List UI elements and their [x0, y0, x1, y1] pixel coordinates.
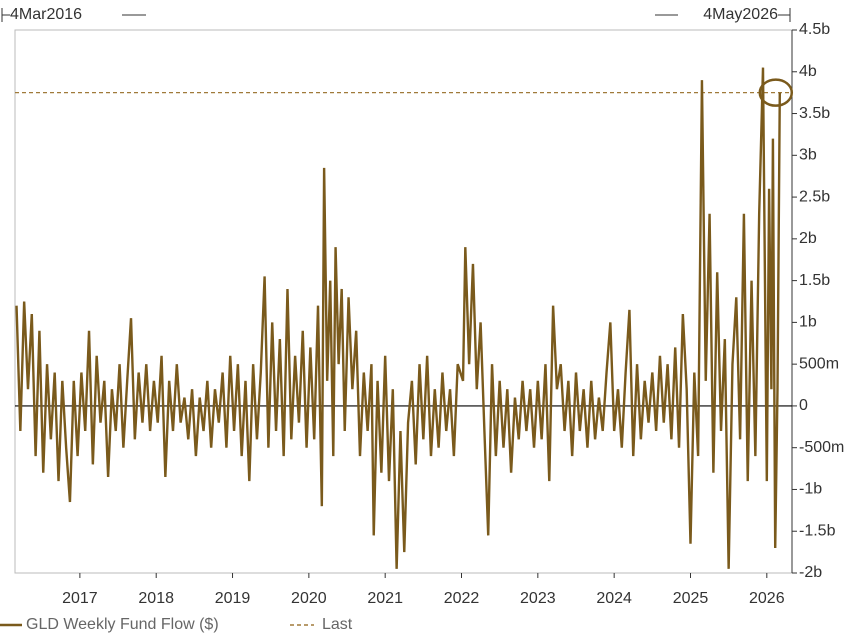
y-tick-label: 3.5b	[799, 105, 830, 122]
y-tick-label: 500m	[799, 355, 839, 372]
y-tick-label: -1.5b	[799, 522, 836, 539]
last-highlight	[758, 78, 794, 107]
y-tick-label: 4b	[799, 63, 817, 80]
legend-label: Last	[322, 616, 353, 633]
x-tick-label: 2017	[62, 590, 98, 607]
x-tick-label: 2022	[444, 590, 480, 607]
y-tick-label: 4.5b	[799, 21, 830, 38]
y-tick-label: 2b	[799, 230, 817, 247]
x-tick-label: 2021	[367, 590, 403, 607]
x-tick-label: 2023	[520, 590, 556, 607]
x-tick-label: 2026	[749, 590, 785, 607]
y-tick-label: 3b	[799, 147, 817, 164]
series-line	[15, 67, 781, 569]
y-tick-label: 1b	[799, 314, 817, 331]
y-tick-label: -500m	[799, 439, 844, 456]
end-date: 4May2026	[703, 6, 778, 23]
x-tick-label: 2019	[215, 590, 251, 607]
x-tick-label: 2025	[673, 590, 709, 607]
y-tick-label: -2b	[799, 564, 822, 581]
x-tick-label: 2018	[138, 590, 174, 607]
y-tick-label: 0	[799, 397, 808, 414]
y-tick-label: 2.5b	[799, 188, 830, 205]
legend-label: GLD Weekly Fund Flow ($)	[26, 616, 219, 633]
y-tick-label: 1.5b	[799, 272, 830, 289]
y-tick-label: -1b	[799, 481, 822, 498]
x-tick-label: 2024	[596, 590, 632, 607]
x-tick-label: 2020	[291, 590, 327, 607]
start-date: 4Mar2016	[10, 6, 82, 23]
